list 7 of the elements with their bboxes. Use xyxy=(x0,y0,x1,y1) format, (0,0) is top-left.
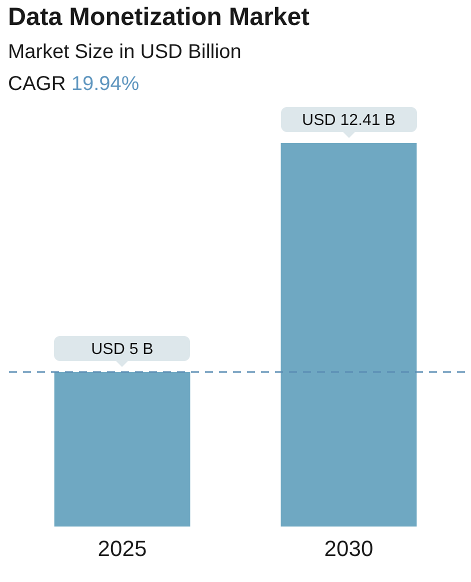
chart-subtitle: Market Size in USD Billion xyxy=(8,40,242,65)
text: CAGR 19.94% xyxy=(8,73,140,95)
x-tick-label: 2030 xyxy=(324,536,374,561)
x-tick-label: 2025 xyxy=(98,536,147,561)
data-label: USD 12.41 B xyxy=(302,112,396,129)
chart-title: Data Monetization Market xyxy=(8,2,310,32)
data-label: USD 5 B xyxy=(91,341,154,358)
